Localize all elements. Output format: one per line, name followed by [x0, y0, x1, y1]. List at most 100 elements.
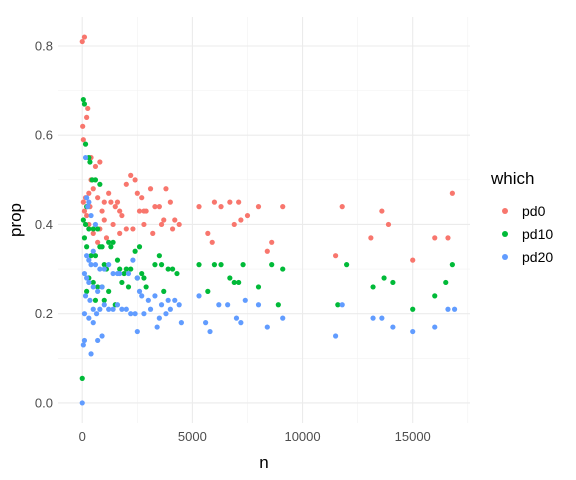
point-pd10: [123, 266, 129, 272]
point-pd10: [255, 284, 262, 290]
point-pd20: [125, 270, 132, 277]
point-pd10: [99, 244, 105, 250]
point-pd0: [218, 204, 224, 210]
x-tick-label: 5000: [178, 429, 207, 444]
point-pd20: [233, 315, 240, 321]
legend-title: which: [490, 169, 534, 188]
point-pd10: [381, 275, 387, 281]
point-pd20: [80, 342, 86, 348]
point-pd0: [84, 114, 90, 120]
point-pd20: [86, 257, 92, 263]
point-pd20: [339, 302, 345, 308]
point-pd20: [167, 306, 173, 312]
point-pd20: [242, 297, 248, 303]
point-pd10: [92, 177, 99, 183]
point-pd20: [95, 337, 101, 344]
point-pd20: [119, 306, 125, 312]
point-pd0: [117, 208, 123, 214]
point-pd20: [203, 320, 209, 326]
point-pd20: [264, 324, 270, 330]
point-pd20: [101, 266, 107, 272]
point-pd10: [119, 279, 125, 286]
point-pd20: [90, 284, 96, 290]
point-pd10: [156, 253, 162, 259]
point-pd20: [145, 297, 151, 303]
point-pd10: [432, 293, 438, 299]
point-pd10: [370, 284, 376, 290]
point-pd20: [99, 333, 105, 339]
point-pd20: [147, 306, 154, 312]
x-tick-label: 10000: [284, 429, 320, 444]
point-pd0: [432, 235, 438, 241]
point-pd20: [370, 315, 376, 321]
point-pd20: [333, 333, 339, 339]
point-pd0: [123, 181, 129, 187]
point-pd20: [87, 297, 93, 303]
point-pd0: [280, 204, 286, 210]
point-pd10: [92, 297, 99, 303]
point-pd20: [90, 248, 96, 254]
point-pd0: [231, 221, 237, 228]
point-pd0: [136, 208, 143, 214]
point-pd20: [84, 253, 90, 259]
point-pd0: [95, 239, 101, 245]
point-pd20: [134, 275, 140, 281]
point-pd0: [101, 199, 107, 205]
point-pd10: [82, 221, 89, 228]
point-pd20: [123, 306, 129, 312]
point-pd0: [445, 235, 451, 241]
point-pd10: [236, 279, 242, 286]
point-pd20: [79, 400, 85, 406]
point-pd0: [97, 159, 103, 165]
point-pd20: [445, 306, 451, 312]
point-pd10: [443, 279, 449, 286]
point-pd0: [156, 204, 162, 210]
point-pd10: [88, 253, 94, 259]
point-pd20: [158, 302, 165, 308]
y-tick-label: 0.0: [35, 395, 53, 410]
point-pd10: [143, 284, 149, 290]
point-pd10: [80, 217, 86, 223]
point-pd20: [93, 311, 100, 317]
y-tick-label: 0.8: [35, 39, 53, 54]
point-pd10: [269, 262, 275, 268]
point-pd20: [85, 204, 91, 210]
point-pd10: [335, 302, 341, 308]
point-pd20: [86, 279, 92, 286]
point-pd20: [280, 315, 286, 321]
point-pd10: [117, 266, 123, 272]
point-pd20: [136, 288, 143, 294]
point-pd20: [141, 311, 147, 317]
point-pd20: [379, 315, 385, 321]
point-pd20: [114, 302, 121, 308]
point-pd10: [86, 226, 92, 232]
legend-key-pd20: [502, 254, 508, 260]
point-pd0: [255, 204, 262, 210]
point-pd20: [84, 275, 90, 281]
point-pd0: [238, 217, 244, 223]
point-pd0: [119, 212, 125, 219]
point-pd20: [128, 311, 134, 317]
point-pd10: [95, 284, 101, 290]
point-pd20: [86, 315, 92, 321]
point-pd0: [84, 212, 90, 219]
point-pd10: [92, 253, 99, 259]
point-pd20: [90, 320, 96, 326]
point-pd0: [147, 186, 154, 192]
point-pd20: [88, 262, 94, 268]
x-axis-ticks: 0 5000 10000 15000: [79, 429, 431, 444]
point-pd20: [110, 306, 116, 312]
point-pd10: [344, 262, 350, 268]
point-pd20: [81, 337, 88, 344]
point-pd20: [84, 195, 90, 201]
point-pd0: [86, 190, 92, 196]
point-pd0: [95, 195, 101, 201]
point-pd10: [82, 141, 89, 147]
point-pd20: [130, 257, 136, 263]
point-pd20: [390, 324, 396, 330]
point-pd10: [275, 302, 281, 308]
legend-items: pd0 pd10 pd20: [502, 203, 553, 265]
point-pd0: [81, 34, 88, 40]
point-pd20: [134, 328, 140, 335]
